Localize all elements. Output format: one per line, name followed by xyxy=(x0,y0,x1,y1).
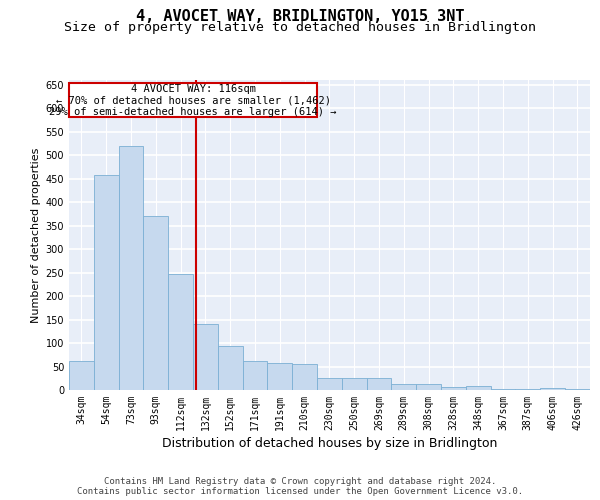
Bar xyxy=(168,274,193,390)
Bar xyxy=(515,388,540,390)
Bar xyxy=(268,363,292,390)
Bar xyxy=(416,384,441,390)
Text: Contains HM Land Registry data © Crown copyright and database right 2024.
Contai: Contains HM Land Registry data © Crown c… xyxy=(77,476,523,496)
Bar xyxy=(540,388,565,390)
Bar xyxy=(242,361,268,390)
Bar xyxy=(317,378,342,390)
Text: 4, AVOCET WAY, BRIDLINGTON, YO15 3NT: 4, AVOCET WAY, BRIDLINGTON, YO15 3NT xyxy=(136,9,464,24)
Bar xyxy=(466,386,491,390)
Bar xyxy=(491,388,515,390)
Bar xyxy=(367,378,391,390)
Text: 4 AVOCET WAY: 116sqm
← 70% of detached houses are smaller (1,462)
29% of semi-de: 4 AVOCET WAY: 116sqm ← 70% of detached h… xyxy=(49,84,337,117)
FancyBboxPatch shape xyxy=(70,84,317,117)
Bar xyxy=(69,361,94,390)
Text: Size of property relative to detached houses in Bridlington: Size of property relative to detached ho… xyxy=(64,21,536,34)
Bar xyxy=(441,387,466,390)
Bar xyxy=(218,346,242,390)
Y-axis label: Number of detached properties: Number of detached properties xyxy=(31,148,41,322)
Bar xyxy=(292,364,317,390)
Bar xyxy=(94,175,119,390)
Bar xyxy=(391,384,416,390)
X-axis label: Distribution of detached houses by size in Bridlington: Distribution of detached houses by size … xyxy=(162,437,497,450)
Bar xyxy=(342,378,367,390)
Bar xyxy=(143,216,168,390)
Bar xyxy=(119,146,143,390)
Bar xyxy=(193,324,218,390)
Bar xyxy=(565,388,590,390)
